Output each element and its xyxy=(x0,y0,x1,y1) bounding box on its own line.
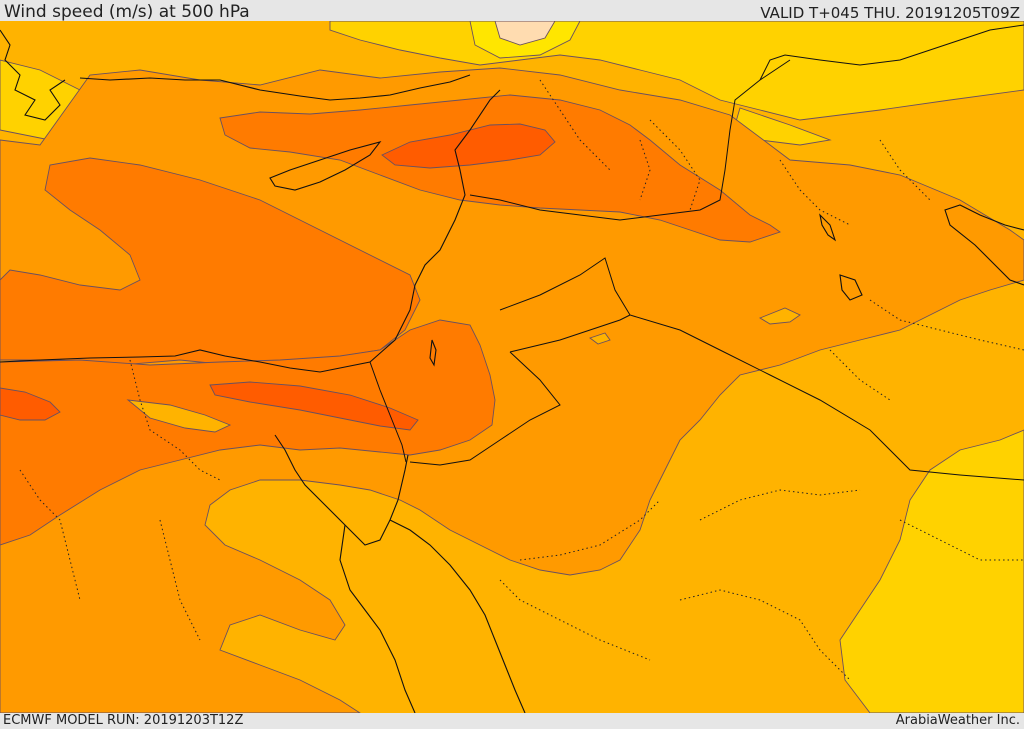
dark-core-west xyxy=(0,387,61,421)
border-syria-iraq xyxy=(469,59,791,221)
dark-core-north xyxy=(381,123,556,169)
credit-label: ArabiaWeather Inc. xyxy=(895,713,1020,728)
valid-time: VALID T+045 THU. 20191205T09Z xyxy=(760,4,1020,22)
sinai-coast xyxy=(274,434,409,546)
chart-footer: ECMWF MODEL RUN: 20191203T12Z ArabiaWeat… xyxy=(0,713,1024,729)
chart-header: Wind speed (m/s) at 500 hPa VALID T+045 … xyxy=(0,0,1024,21)
arabia-west-coast xyxy=(389,519,526,713)
dark-core-south xyxy=(209,381,419,431)
caspian-outline xyxy=(819,213,837,242)
model-run-label: ECMWF MODEL RUN: 20191203T12Z xyxy=(3,713,244,728)
border-jordan-south xyxy=(409,351,561,466)
coastline-mediterranean-south xyxy=(0,89,501,373)
weak-patch-3 xyxy=(589,332,611,345)
admin-lines-egypt xyxy=(19,359,221,641)
border-egypt-israel xyxy=(369,361,407,463)
yellow-band-southeast xyxy=(839,429,1024,713)
lake-urmia-outline xyxy=(839,274,863,301)
dead-sea-outline xyxy=(429,339,437,367)
border-iraq-saudi xyxy=(499,257,1024,481)
admin-lines-iraq xyxy=(649,119,1024,401)
strong-orange-south xyxy=(0,319,496,546)
red-sea-west-coast xyxy=(339,524,416,713)
wind-speed-map xyxy=(0,21,1024,713)
persian-gulf-coast xyxy=(944,204,1024,286)
weak-patch-1 xyxy=(126,399,232,433)
strong-orange-north xyxy=(219,94,781,243)
border-jordan-saudi xyxy=(509,314,631,353)
border-iran-iraq xyxy=(759,24,1024,81)
very-light-core xyxy=(494,21,556,46)
admin-lines-turkey xyxy=(539,79,651,201)
aegean-coast xyxy=(0,29,66,121)
chart-title: Wind speed (m/s) at 500 hPa xyxy=(4,2,250,22)
admin-lines-arabia xyxy=(499,489,1024,681)
coastline-turkey-south xyxy=(79,74,471,101)
cyprus-outline xyxy=(269,141,382,191)
weak-patch-2 xyxy=(758,307,801,325)
